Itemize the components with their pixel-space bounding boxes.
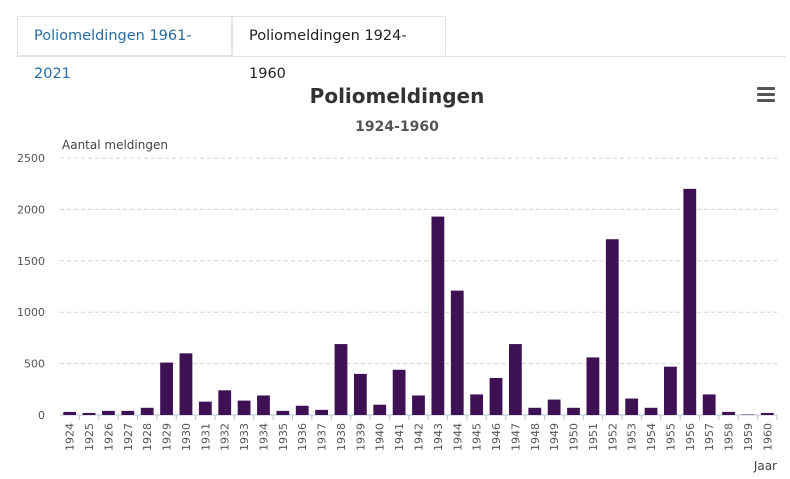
y-tick-label: 1500 [17, 255, 45, 268]
x-tick-label: 1930 [180, 423, 193, 451]
x-tick-label: 1958 [723, 423, 736, 451]
x-tick-label: 1960 [761, 423, 774, 451]
bar-1954[interactable] [644, 407, 658, 415]
x-tick-label: 1952 [606, 423, 619, 451]
y-tick-label: 1000 [17, 306, 45, 319]
x-tick-label: 1926 [102, 423, 115, 451]
bar-1937[interactable] [315, 409, 329, 415]
x-tick-label: 1948 [529, 423, 542, 451]
x-tick-label: 1943 [432, 423, 445, 451]
bar-1956[interactable] [683, 188, 697, 415]
bar-1946[interactable] [489, 377, 503, 415]
bar-1939[interactable] [353, 373, 367, 415]
chart-title: Poliomeldingen [310, 84, 485, 108]
x-tick-label: 1945 [471, 423, 484, 451]
bar-1948[interactable] [528, 407, 542, 415]
x-tick-label: 1959 [742, 423, 755, 451]
x-tick-label: 1957 [703, 423, 716, 451]
bar-1944[interactable] [450, 290, 464, 415]
bar-1951[interactable] [586, 357, 600, 415]
bar-1925[interactable] [82, 412, 96, 415]
bar-1945[interactable] [470, 394, 484, 415]
tab-poliomeldingen-1961-2021[interactable]: Poliomeldingen 1961-2021 [17, 16, 232, 82]
bars [63, 188, 774, 415]
x-tick-label: 1947 [509, 423, 522, 451]
bar-1928[interactable] [140, 407, 154, 415]
bar-1931[interactable] [198, 401, 212, 415]
x-tick-label: 1951 [587, 423, 600, 451]
bar-1957[interactable] [702, 394, 716, 415]
y-tick-label: 2000 [17, 203, 45, 216]
bar-1947[interactable] [508, 344, 522, 415]
x-tick-label: 1942 [413, 423, 426, 451]
x-tick-label: 1955 [664, 423, 677, 451]
bar-1940[interactable] [373, 404, 387, 415]
y-tick-label: 500 [24, 358, 45, 371]
x-tick-label: 1941 [393, 423, 406, 451]
bar-1938[interactable] [334, 344, 348, 415]
bar-1952[interactable] [605, 239, 619, 415]
y-tick-label: 0 [38, 409, 45, 422]
bar-1932[interactable] [218, 390, 232, 415]
y-tick-label: 2500 [17, 152, 45, 165]
x-tick-label: 1936 [296, 423, 309, 451]
bar-1950[interactable] [567, 407, 580, 415]
bar-1958[interactable] [722, 411, 735, 415]
x-tick-label: 1953 [626, 423, 639, 451]
bar-1943[interactable] [431, 216, 445, 415]
bar-1929[interactable] [160, 362, 173, 415]
bar-1942[interactable] [412, 395, 425, 415]
x-tick-label: 1935 [277, 423, 290, 451]
bar-1924[interactable] [63, 411, 77, 415]
x-tick-label: 1950 [568, 423, 581, 451]
x-tick-label: 1939 [354, 423, 367, 451]
hamburger-menu-icon[interactable] [757, 87, 775, 103]
x-tick-label: 1933 [238, 423, 251, 451]
x-tick-label: 1927 [122, 423, 135, 451]
x-tick-label: 1931 [199, 423, 212, 451]
bar-1934[interactable] [257, 395, 270, 415]
bar-1935[interactable] [276, 410, 290, 415]
bar-1960[interactable] [760, 412, 774, 415]
y-axis-label: Aantal meldingen [62, 138, 168, 152]
x-axis-label: Jaar [753, 459, 777, 473]
x-tick-label: 1924 [64, 423, 77, 451]
tab-poliomeldingen-1924-1960[interactable]: Poliomeldingen 1924-1960 [232, 16, 446, 82]
bar-1930[interactable] [179, 353, 193, 415]
bar-1933[interactable] [237, 400, 251, 415]
x-tick-label: 1956 [684, 423, 697, 451]
x-tick-label: 1946 [490, 423, 503, 451]
x-tick-label: 1925 [83, 423, 96, 451]
x-tick-label: 1938 [335, 423, 348, 451]
bar-1949[interactable] [547, 399, 561, 415]
x-tick-label: 1929 [161, 423, 174, 451]
x-tick-label: 1949 [548, 423, 561, 451]
x-tick-label: 1932 [219, 423, 232, 451]
y-axis-ticks: 0 500 1000 1500 2000 2500 [17, 152, 45, 422]
bar-1941[interactable] [392, 369, 406, 415]
x-tick-label: 1928 [141, 423, 154, 451]
x-tick-label: 1940 [374, 423, 387, 451]
bar-1959[interactable] [741, 414, 755, 415]
bar-1953[interactable] [625, 398, 639, 415]
chart-subtitle: 1924-1960 [355, 119, 439, 135]
x-axis-ticks: 1924 1925 1926 1927 1928 1929 1930 1931 1932 1933… [64, 415, 778, 451]
x-tick-label: 1944 [451, 423, 464, 451]
x-tick-label: 1934 [257, 423, 270, 451]
bar-1955[interactable] [664, 366, 677, 415]
bar-1936[interactable] [295, 405, 309, 415]
tab-bar: Poliomeldingen 1961-2021 Poliomeldingen … [17, 16, 786, 82]
x-tick-label: 1954 [645, 423, 658, 451]
gridlines [60, 157, 777, 416]
bar-1926[interactable] [102, 410, 115, 415]
x-tick-label: 1937 [316, 423, 329, 451]
bar-1927[interactable] [121, 410, 135, 415]
